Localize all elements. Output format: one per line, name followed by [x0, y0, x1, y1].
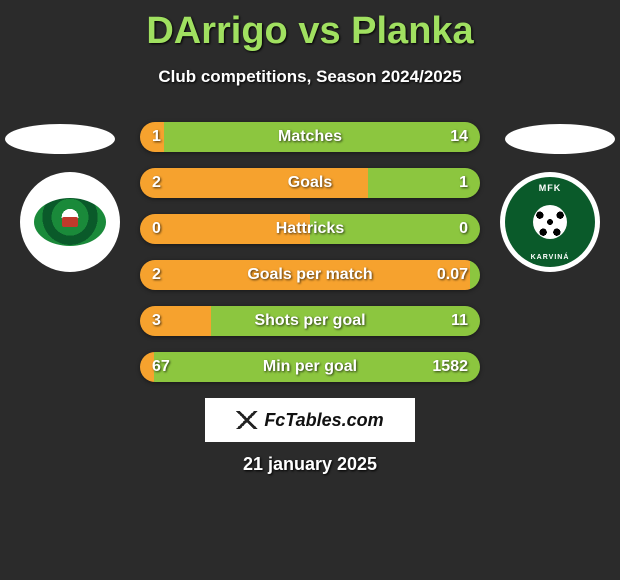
stats-panel: 1 14 Matches 2 1 Goals 0 0 Hattricks 2 0.07 Goals p…	[140, 122, 480, 398]
soccer-ball-icon	[533, 205, 567, 239]
fctables-label: FcTables.com	[264, 410, 383, 431]
stat-value-right: 11	[451, 306, 468, 336]
player-name-pill-left	[5, 124, 115, 154]
stat-row: 2 0.07 Goals per match	[140, 260, 480, 290]
stat-bar-left	[140, 306, 211, 336]
stat-label: Shots per goal	[254, 312, 365, 330]
stat-label: Goals	[288, 174, 332, 192]
stat-row: 67 1582 Min per goal	[140, 352, 480, 382]
stat-value-right: 0.07	[437, 260, 468, 290]
chart-icon	[236, 411, 258, 429]
crest-right-bottom-label: KARVINÁ	[505, 254, 595, 261]
stat-value-left: 1	[152, 122, 161, 152]
stat-row: 2 1 Goals	[140, 168, 480, 198]
stat-row: 3 11 Shots per goal	[140, 306, 480, 336]
subtitle: Club competitions, Season 2024/2025	[0, 67, 620, 87]
stat-value-left: 2	[152, 260, 161, 290]
comparison-card: DArrigo vs Planka Club competitions, Sea…	[0, 0, 620, 580]
club-crest-left-graphic	[34, 198, 106, 246]
crest-right-top-label: MFK	[505, 183, 595, 193]
stat-value-right: 14	[450, 122, 468, 152]
stat-row: 1 14 Matches	[140, 122, 480, 152]
stat-bar-left	[140, 168, 368, 198]
club-crest-right-graphic: MFK KARVINÁ	[505, 177, 595, 267]
date-label: 21 january 2025	[0, 454, 620, 475]
club-crest-left	[20, 172, 120, 272]
stat-row: 0 0 Hattricks	[140, 214, 480, 244]
stat-value-right: 1582	[432, 352, 468, 382]
stat-value-left: 3	[152, 306, 161, 336]
page-title: DArrigo vs Planka	[0, 0, 620, 53]
stat-value-left: 67	[152, 352, 170, 382]
stat-value-left: 2	[152, 168, 161, 198]
stat-value-left: 0	[152, 214, 161, 244]
stat-label: Matches	[278, 128, 342, 146]
stat-label: Goals per match	[247, 266, 372, 284]
fctables-link[interactable]: FcTables.com	[205, 398, 415, 442]
club-crest-right: MFK KARVINÁ	[500, 172, 600, 272]
stat-label: Hattricks	[276, 220, 344, 238]
stat-bar-right	[470, 260, 480, 290]
stat-value-right: 1	[459, 168, 468, 198]
player-name-pill-right	[505, 124, 615, 154]
stat-value-right: 0	[459, 214, 468, 244]
stat-label: Min per goal	[263, 358, 357, 376]
